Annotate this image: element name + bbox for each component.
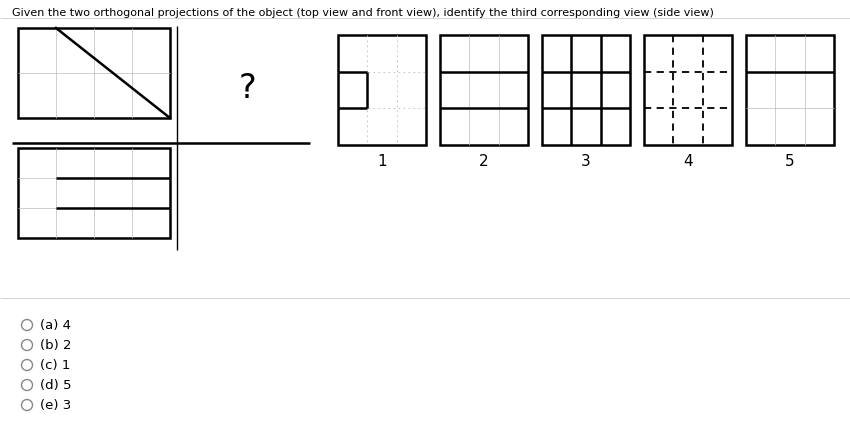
Text: (a) 4: (a) 4 (40, 318, 71, 332)
Text: 5: 5 (785, 154, 795, 169)
Bar (338, 35, 426, 145)
Bar (644, 35, 732, 145)
Bar (440, 35, 528, 145)
Text: (b) 2: (b) 2 (40, 339, 71, 351)
Text: 1: 1 (377, 154, 387, 169)
Text: 3: 3 (581, 154, 591, 169)
Text: 2: 2 (479, 154, 489, 169)
Bar (18, 28, 170, 118)
Text: ?: ? (239, 71, 257, 105)
Text: (e) 3: (e) 3 (40, 399, 71, 411)
Text: (d) 5: (d) 5 (40, 378, 71, 392)
Bar (18, 148, 170, 238)
Text: 4: 4 (683, 154, 693, 169)
Text: Given the two orthogonal projections of the object (top view and front view), id: Given the two orthogonal projections of … (12, 8, 714, 18)
Bar (746, 35, 834, 145)
Bar (542, 35, 630, 145)
Text: (c) 1: (c) 1 (40, 359, 71, 371)
